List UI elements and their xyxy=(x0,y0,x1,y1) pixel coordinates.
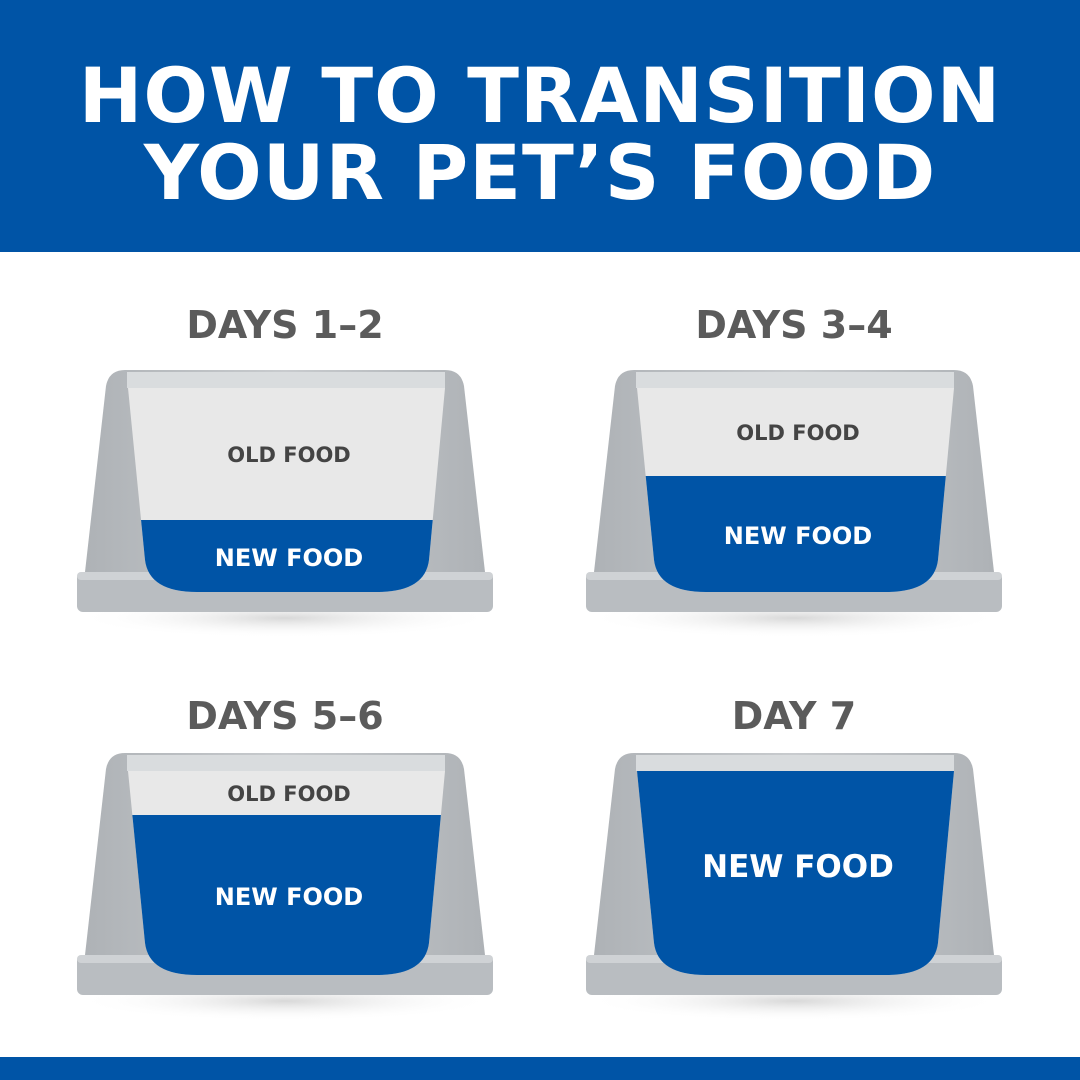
old-food-label: OLD FOOD xyxy=(227,782,350,806)
old-food-label: OLD FOOD xyxy=(736,421,859,445)
header-banner: HOW TO TRANSITION YOUR PET’S FOOD xyxy=(0,0,1080,252)
bowl-diagram: OLD FOOD NEW FOOD xyxy=(75,753,495,1021)
new-food-label: NEW FOOD xyxy=(702,849,894,885)
bowl-diagram: OLD FOOD NEW FOOD xyxy=(584,370,1004,638)
new-food-portion xyxy=(637,476,954,592)
bowl-rim xyxy=(127,755,445,771)
bowl-diagram: NEW FOOD xyxy=(584,753,1004,1021)
title-line-2: YOUR PET’S FOOD xyxy=(143,128,937,217)
bowl-rim xyxy=(636,755,954,771)
new-food-label: NEW FOOD xyxy=(215,883,363,911)
bowl-rim xyxy=(127,372,445,388)
title-line-1: HOW TO TRANSITION xyxy=(78,51,1002,140)
old-food-label: OLD FOOD xyxy=(227,443,350,467)
stage-title: DAYS 1–2 xyxy=(186,303,384,347)
stage-title: DAYS 3–4 xyxy=(695,303,893,347)
bowl-rim xyxy=(636,372,954,388)
new-food-label: NEW FOOD xyxy=(215,544,363,572)
footer-bar xyxy=(0,1057,1080,1080)
stage-title: DAYS 5–6 xyxy=(186,694,384,738)
stage-title: DAY 7 xyxy=(731,694,857,738)
bowl-diagram: OLD FOOD NEW FOOD xyxy=(75,370,495,638)
new-food-label: NEW FOOD xyxy=(724,522,872,550)
new-food-portion xyxy=(637,771,954,975)
new-food-portion xyxy=(128,815,445,975)
new-food-portion xyxy=(128,520,445,592)
